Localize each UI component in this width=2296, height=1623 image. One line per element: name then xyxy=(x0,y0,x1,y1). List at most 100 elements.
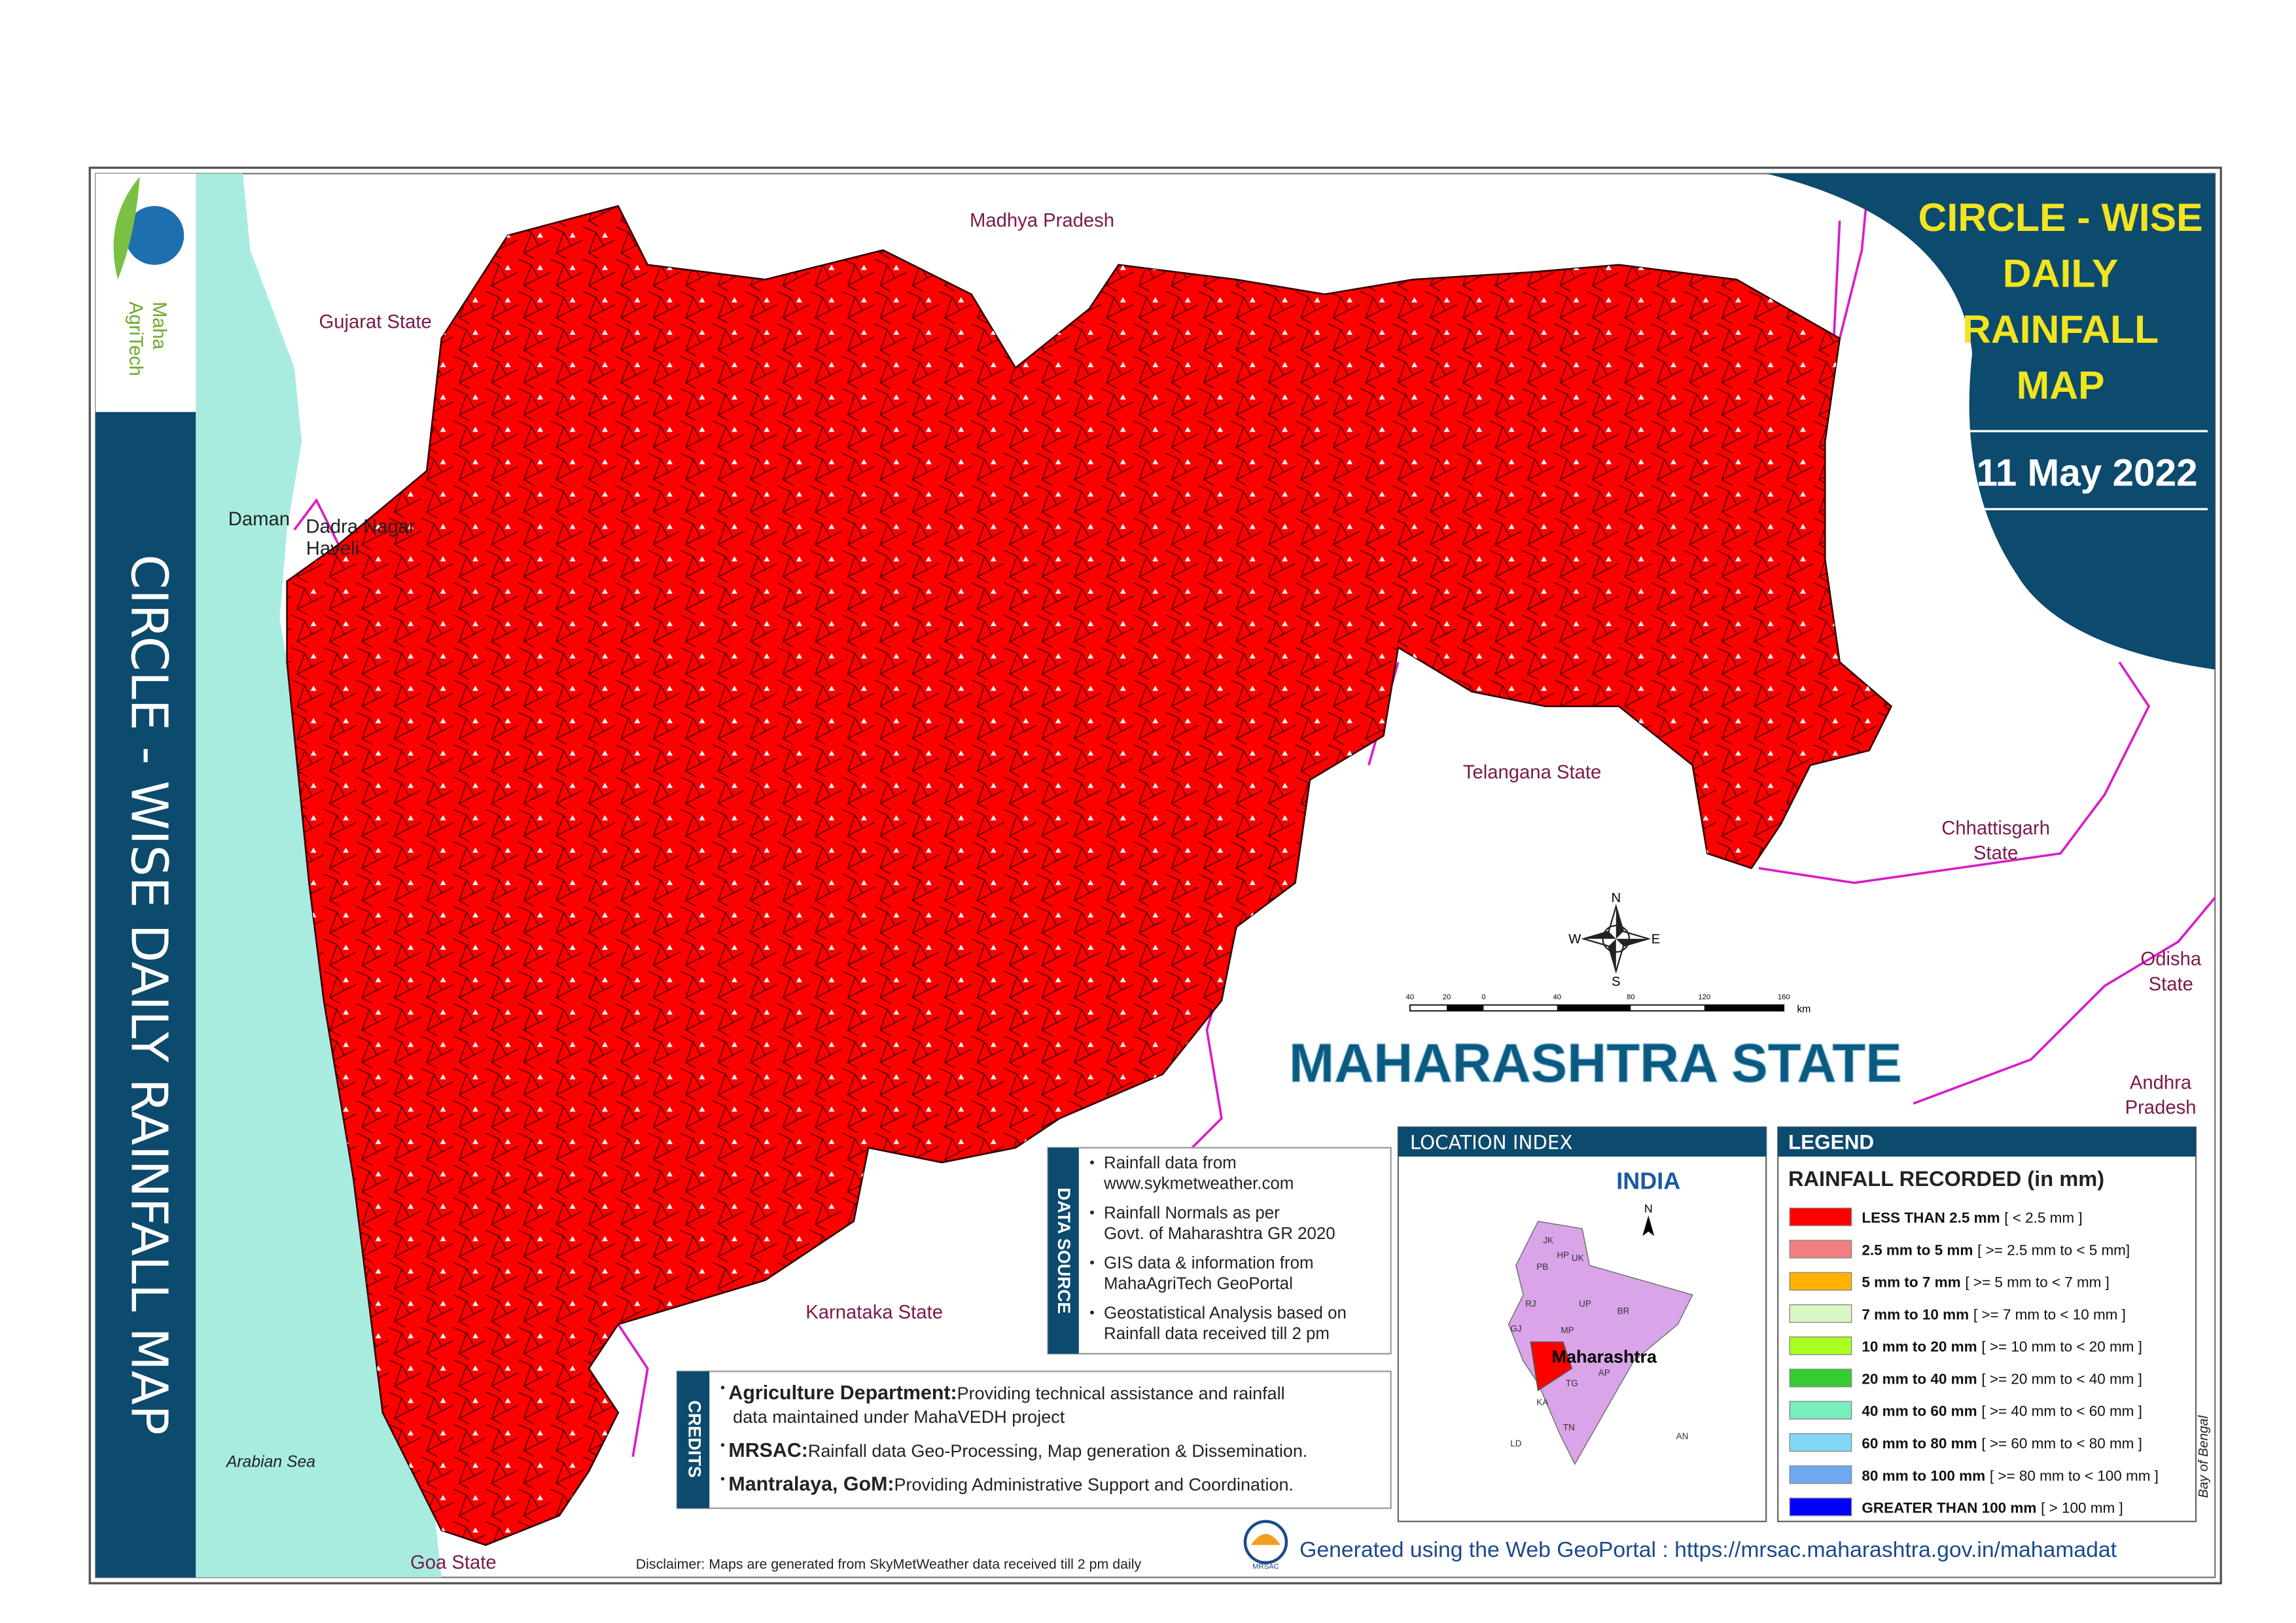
legend-label: 80 mm to 100 mm xyxy=(1862,1467,1985,1484)
data-source-text: GIS data & information from xyxy=(1104,1254,1314,1272)
logo-text: AgriTech xyxy=(125,302,146,376)
title-line: CIRCLE - WISE xyxy=(1918,195,2203,239)
legend-entry: 60 mm to 80 mm[ >= 60 mm to < 80 mm ] xyxy=(1862,1435,2142,1452)
legend-label: 5 mm to 7 mm xyxy=(1862,1274,1960,1291)
data-source-text: MahaAgriTech GeoPortal xyxy=(1104,1274,1293,1293)
state-abbr: RJ xyxy=(1525,1299,1536,1308)
credit-text: Rainfall data Geo-Processing, Map genera… xyxy=(808,1441,1307,1461)
legend-entry: 20 mm to 40 mm[ >= 20 mm to < 40 mm ] xyxy=(1862,1370,2142,1387)
compass-label: W xyxy=(1568,932,1581,947)
legend-swatch xyxy=(1789,1336,1852,1355)
legend-swatch xyxy=(1789,1401,1852,1420)
scale-label: 20 xyxy=(1443,993,1451,1001)
footer-generated: Generated using the Web GeoPortal : http… xyxy=(1299,1537,2117,1562)
map-date: 11 May 2022 xyxy=(1977,451,2198,494)
bullet xyxy=(720,1386,725,1389)
scale-label: 40 xyxy=(1553,993,1562,1001)
title-line: MAP xyxy=(2017,363,2105,408)
side-banner xyxy=(96,411,196,1578)
india-map xyxy=(1508,1221,1693,1465)
legend-range: [ >= 2.5 mm to < 5 mm] xyxy=(1977,1242,2130,1258)
legend-swatch xyxy=(1789,1208,1852,1227)
title-line: RAINFALL xyxy=(1962,307,2159,351)
legend-label: 7 mm to 10 mm xyxy=(1862,1306,1969,1323)
legend-label: 10 mm to 20 mm xyxy=(1862,1338,1977,1355)
credit-line: MRSAC:Rainfall data Geo-Processing, Map … xyxy=(728,1440,1307,1461)
scale-unit: km xyxy=(1797,1004,1810,1015)
data-source-strip xyxy=(1048,1147,1079,1354)
maharashtra-inset xyxy=(1530,1341,1573,1391)
legend-entry: GREATER THAN 100 mm [ > 100 mm ] xyxy=(1862,1500,2123,1516)
neighbor-label: Odisha xyxy=(2140,949,2201,970)
state-abbr: PB xyxy=(1536,1262,1548,1272)
title-line: DAILY xyxy=(2003,251,2119,296)
bullet xyxy=(1090,1260,1094,1265)
data-source-text: Rainfall data from xyxy=(1104,1154,1237,1172)
legend-range: [ > 100 mm ] xyxy=(2041,1500,2123,1516)
legend-entry: 80 mm to 100 mm [ >= 80 mm to < 100 mm ] xyxy=(1862,1467,2159,1484)
title-box xyxy=(1766,173,2216,670)
legend-swatch xyxy=(1789,1304,1852,1323)
credit-text: Providing technical assistance and rainf… xyxy=(957,1384,1285,1403)
state-abbr: JK xyxy=(1543,1236,1553,1246)
state-abbr: UP xyxy=(1579,1299,1591,1308)
legend-entry: 5 mm to 7 mm [ >= 5 mm to < 7 mm ] xyxy=(1862,1274,2109,1291)
legend-swatch xyxy=(1789,1272,1852,1291)
credits-strip xyxy=(677,1371,710,1509)
bullet xyxy=(1090,1210,1094,1215)
credit-text: data maintained under MahaVEDH project xyxy=(733,1407,1065,1427)
legend-label: 20 mm to 40 mm xyxy=(1862,1370,1977,1387)
scale-label: 40 xyxy=(1406,993,1415,1001)
legend-range: [ >= 7 mm to < 10 mm ] xyxy=(1973,1306,2126,1323)
legend-entry: LESS THAN 2.5 mm[ < 2.5 mm ] xyxy=(1862,1210,2082,1226)
data-source-text: www.sykmetweather.com xyxy=(1103,1174,1294,1193)
state-abbr: AN xyxy=(1676,1431,1689,1441)
legend-swatch xyxy=(1789,1465,1852,1484)
compass-label: E xyxy=(1651,932,1661,947)
legend-label: LESS THAN 2.5 mm xyxy=(1862,1210,2000,1226)
state-abbr: AP xyxy=(1598,1368,1610,1378)
credit-head: Agriculture Department: xyxy=(728,1382,957,1404)
data-source-title: DATA SOURCE xyxy=(1054,1187,1074,1314)
scale-label: 160 xyxy=(1778,993,1790,1001)
legend-box xyxy=(1777,1126,2197,1522)
side-title: CIRCLE - WISE DAILY RAINFALL MAP xyxy=(120,554,178,1435)
sea xyxy=(196,173,442,1578)
north-arrow xyxy=(1642,1215,1655,1236)
legend-title: LEGEND xyxy=(1788,1130,1874,1154)
bullet xyxy=(1090,1310,1094,1315)
neighbor-label: Gujarat State xyxy=(319,312,431,333)
data-source-text: Rainfall Normals as per xyxy=(1104,1204,1280,1222)
state-abbr: TG xyxy=(1566,1378,1578,1388)
legend-label: 40 mm to 60 mm xyxy=(1862,1403,1977,1420)
data-source-text: Rainfall data received till 2 pm xyxy=(1104,1325,1330,1343)
compass-label: N xyxy=(1611,891,1621,905)
legend-range: [ >= 5 mm to < 7 mm ] xyxy=(1965,1274,2110,1291)
bullet xyxy=(1090,1161,1094,1164)
legend-range: [ >= 40 mm to < 60 mm ] xyxy=(1981,1403,2142,1420)
logo-globe xyxy=(125,205,185,265)
legend-entry: 7 mm to 10 mm[ >= 7 mm to < 10 mm ] xyxy=(1862,1306,2125,1323)
legend-entry: 10 mm to 20 mm[ >= 10 mm to < 20 mm ] xyxy=(1862,1338,2142,1355)
credit-line: Mantralaya, GoM:Providing Administrative… xyxy=(728,1474,1294,1495)
credit-text: Providing Administrative Support and Coo… xyxy=(894,1475,1294,1495)
neighbor-label: Haveli xyxy=(306,538,359,559)
disclaimer: Disclaimer: Maps are generated from SkyM… xyxy=(636,1556,1142,1572)
credit-head: MRSAC: xyxy=(728,1440,807,1461)
logo-text: Maha xyxy=(149,302,169,350)
neighbor-label: Madhya Pradesh xyxy=(970,210,1114,231)
state-name: MAHARASHTRA STATE xyxy=(1289,1032,1902,1093)
legend-subtitle: RAINFALL RECORDED (in mm) xyxy=(1788,1166,2104,1191)
location-header xyxy=(1398,1126,1767,1157)
data-source-text: Govt. of Maharashtra GR 2020 xyxy=(1104,1225,1335,1243)
credit-line: Agriculture Department:Providing technic… xyxy=(728,1382,1284,1404)
highlight-label: Maharashtra xyxy=(1552,1347,1657,1367)
logo-leaf xyxy=(113,176,140,280)
legend-range: [ >= 80 mm to < 100 mm ] xyxy=(1990,1467,2159,1484)
state-abbr: GJ xyxy=(1510,1324,1521,1334)
scale-label: 0 xyxy=(1481,993,1485,1001)
bullet xyxy=(720,1476,725,1481)
legend-entry: 2.5 mm to 5 mm[ >= 2.5 mm to < 5 mm] xyxy=(1862,1242,2130,1258)
neighbor-label: Arabian Sea xyxy=(225,1454,315,1471)
legend-swatch xyxy=(1789,1369,1852,1387)
